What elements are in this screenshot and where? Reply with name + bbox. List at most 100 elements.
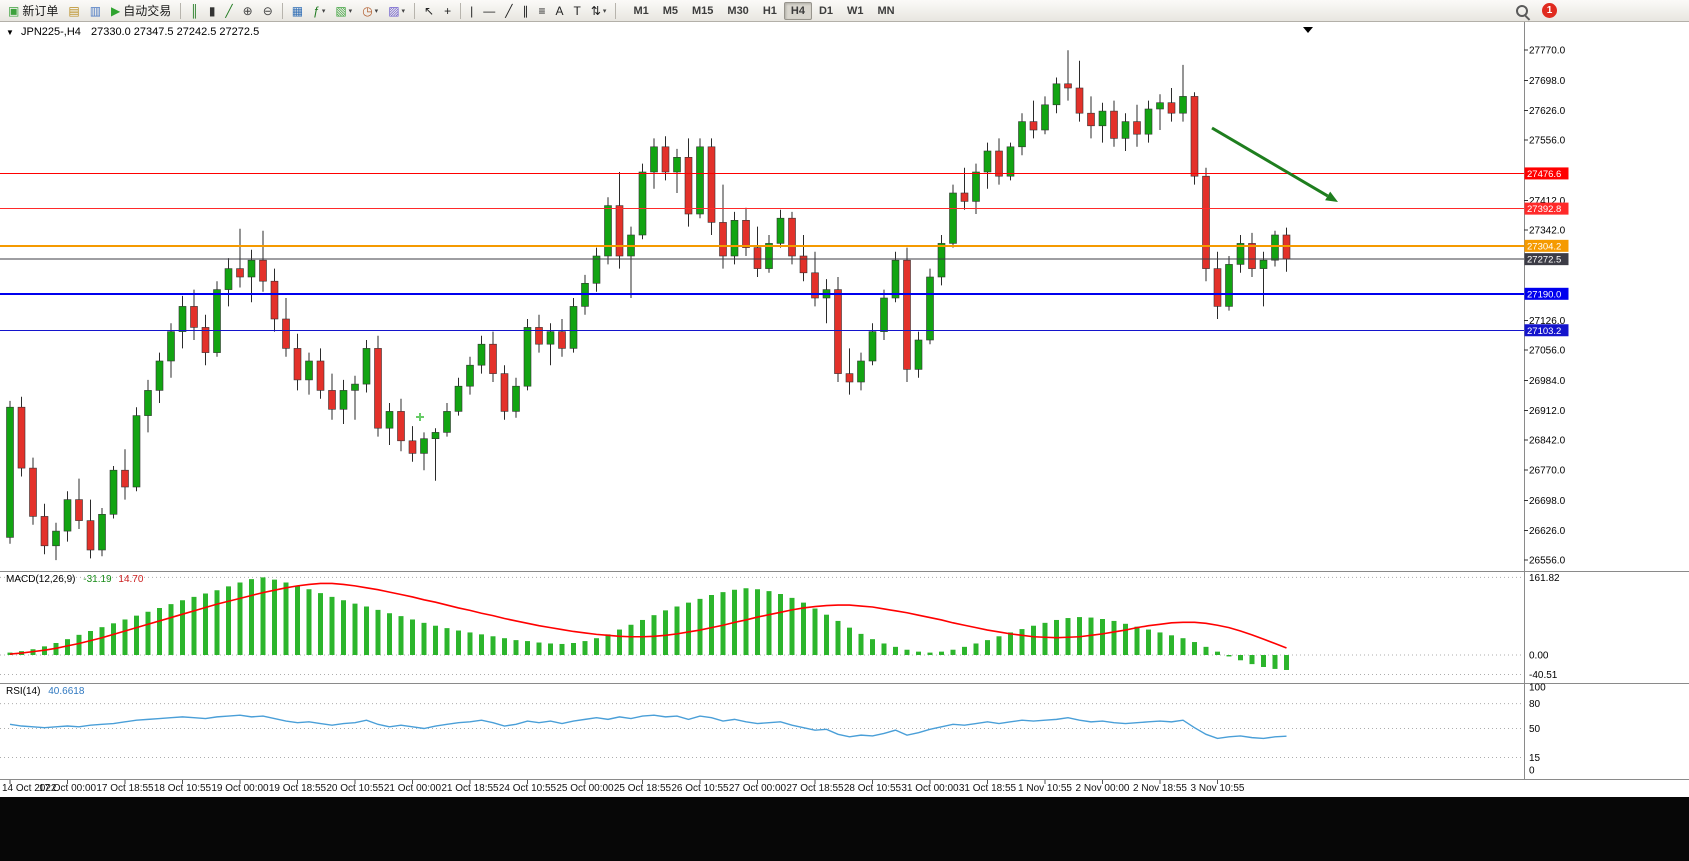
timeframe-m1[interactable]: M1 (633, 4, 649, 17)
template-icon: ▨ (388, 3, 400, 18)
candle-body (1156, 102, 1164, 110)
bar-chart-button[interactable]: ║ (186, 1, 203, 21)
candle-body (155, 360, 164, 391)
cursor-button[interactable]: ↖ (420, 1, 438, 21)
candle-body (132, 415, 141, 488)
timeframe-h1[interactable]: H1 (762, 4, 777, 17)
timeframe-w1[interactable]: W1 (847, 4, 864, 17)
search-icon[interactable] (1516, 5, 1528, 17)
label-button[interactable]: T (570, 1, 585, 21)
horizontal-line-button[interactable]: — (479, 1, 499, 21)
arrows-button[interactable]: ⇅ ▾ (587, 1, 611, 21)
candle-body (661, 146, 670, 173)
candle (1202, 167, 1210, 282)
notification-badge[interactable]: 1 (1542, 3, 1557, 18)
candle (615, 172, 624, 269)
market-watch-button[interactable]: ▤ (64, 1, 83, 21)
new-order-button[interactable]: ▣ 新订单 (4, 1, 62, 21)
candlestick-button[interactable]: ▮ (205, 1, 220, 21)
one-click-trading-toggle[interactable]: ▼ (6, 28, 14, 37)
text-button[interactable]: A (552, 1, 568, 21)
timeframe-h4[interactable]: H4 (783, 1, 812, 20)
candle (40, 503, 49, 555)
candle (1225, 256, 1233, 311)
indicators-icon: ƒ (313, 3, 320, 18)
candle-body (75, 499, 83, 521)
candle-body (857, 360, 865, 383)
price-axis[interactable]: 27770.0 27698.0 27626.0 27556.0 27412.0 27342… (1524, 46, 1566, 567)
candle-body (788, 217, 796, 257)
trend-arrow[interactable] (1211, 126, 1329, 198)
time-label: 31 Oct 00:00 (901, 783, 959, 794)
data-window-button[interactable]: ▥ (86, 1, 105, 21)
price-level-tag (1524, 167, 1569, 180)
crosshair-button[interactable]: + (440, 1, 455, 21)
candle (1098, 102, 1107, 143)
candle-body (1006, 146, 1015, 177)
candle (799, 235, 808, 282)
candle-body (684, 157, 693, 215)
candle-body (1110, 110, 1118, 139)
candle-body (1213, 268, 1222, 307)
price-tick-label: 27556.0 (1529, 136, 1566, 147)
candle (63, 491, 72, 542)
candle-body (259, 259, 267, 282)
candle (880, 289, 888, 340)
price-level-tag-label: 27392.8 (1527, 204, 1561, 215)
timeframe-m15[interactable]: M15 (692, 4, 714, 17)
new-order-button-label: 新订单 (22, 4, 59, 18)
timeframe-mn[interactable]: MN (877, 4, 895, 17)
autotrade-button-label: 自动交易 (123, 4, 172, 18)
candle-body (52, 530, 60, 547)
price-tick-label: 27770.0 (1529, 46, 1566, 57)
candle (673, 148, 681, 193)
macd-tick-label: -40.51 (1529, 670, 1558, 681)
rsi-label: RSI(14) 40.6618 (6, 686, 84, 697)
fibonacci-button[interactable]: ≡ (534, 1, 549, 21)
new-chart-button[interactable]: ▧ ▾ (331, 1, 356, 21)
candle (155, 352, 164, 403)
price-tick-label: 26984.0 (1529, 376, 1566, 387)
candle (316, 348, 325, 399)
zoom-in-button[interactable]: ⊕ (239, 1, 257, 21)
trendline-button[interactable]: ╱ (501, 1, 516, 21)
time-label: 19 Oct 00:00 (211, 783, 269, 794)
candle (178, 295, 187, 349)
channel-button[interactable]: ∥ (518, 1, 532, 21)
timeframe-m30[interactable]: M30 (727, 4, 749, 17)
chart-canvas[interactable]: 27770.0 27698.0 27626.0 27556.0 27412.0 27342… (0, 22, 1689, 797)
trendline-icon: ╱ (505, 3, 513, 18)
candle (362, 340, 371, 393)
candle-body (799, 255, 808, 274)
toolbar: ▣ 新订单 ▤ ▥ ▶ 自动交易 ║ ▮ ╱ ⊕ ⊖ ▦ ƒ ▾ ▧ ▾ ◷ ▾ ▨ ▾ ↖ + | — ╱ ∥ ≡ A T ⇅ ▾ M1 M… (0, 0, 1689, 22)
candle (857, 352, 865, 391)
chart-shift-marker[interactable] (1303, 27, 1313, 33)
zoom-out-button[interactable]: ⊖ (259, 1, 277, 21)
macd-signal-line (9, 582, 1287, 655)
candle-body (926, 276, 934, 341)
new-order-icon: ▣ (8, 3, 20, 18)
template-button[interactable]: ▨ ▾ (384, 1, 409, 21)
candle (1236, 235, 1245, 273)
candle-body (1225, 264, 1233, 307)
timeframe-toolbar: M1 M5 M15 M30 H1 H4 D1 W1 MN (626, 0, 901, 22)
timeframe-d1[interactable]: D1 (818, 4, 833, 17)
candle (109, 466, 118, 519)
autotrade-button[interactable]: ▶ 自动交易 (107, 1, 175, 21)
candle (650, 138, 658, 189)
line-chart-button[interactable]: ╱ (221, 1, 236, 21)
period-button[interactable]: ◷ ▾ (358, 1, 382, 21)
toolbar-separator (460, 2, 462, 19)
vertical-line-button[interactable]: | (466, 1, 477, 21)
tile-windows-button[interactable]: ▦ (288, 1, 307, 21)
candle-body (730, 220, 739, 257)
candle (167, 323, 175, 378)
price-tick-label: 26556.0 (1529, 556, 1566, 567)
candle (121, 449, 129, 500)
indicators-button[interactable]: ƒ ▾ (309, 1, 329, 21)
candle (765, 235, 773, 273)
candle (558, 319, 566, 357)
price-tick-label: 27126.0 (1529, 316, 1566, 327)
timeframe-m5[interactable]: M5 (662, 4, 678, 17)
